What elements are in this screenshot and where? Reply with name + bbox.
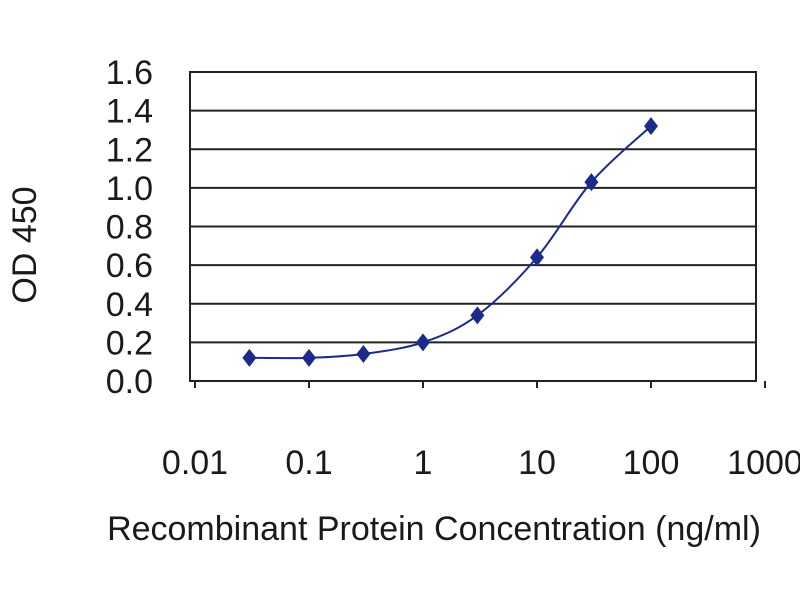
y-tick-label: 0.8 (106, 209, 153, 247)
y-tick-labels: 0.00.20.40.60.81.01.21.41.6 (106, 54, 153, 401)
x-tick-label: 100 (623, 444, 680, 482)
x-tick-marks (194, 381, 766, 388)
series-line (249, 125, 652, 360)
y-tick-label: 0.0 (106, 363, 153, 401)
x-tick-label: 10 (518, 444, 556, 482)
y-axis-title: OD 450 (6, 186, 44, 303)
y-tick-label: 0.2 (106, 324, 153, 362)
x-tick-label: 1 (414, 444, 433, 482)
y-tick-label: 1.4 (106, 93, 153, 131)
y-tick-label: 0.4 (106, 286, 153, 324)
data-point (302, 348, 316, 367)
x-axis-title: Recombinant Protein Concentration (ng/ml… (107, 510, 761, 548)
y-tick-label: 1.6 (106, 54, 153, 92)
y-tick-label: 1.2 (106, 131, 153, 169)
gridlines (190, 109, 756, 344)
data-point (584, 173, 599, 192)
x-tick-labels: 0.01 0.1 1 10 100 1000 (162, 444, 800, 482)
x-tick-label: 0.01 (162, 444, 228, 482)
data-point (644, 117, 658, 136)
series (242, 117, 658, 367)
data-point (242, 348, 257, 367)
data-point (416, 333, 430, 352)
y-tick-label: 1.0 (106, 170, 153, 208)
x-tick-label: 0.1 (285, 444, 332, 482)
y-tick-label: 0.6 (106, 247, 153, 285)
plot-area-frame (189, 71, 757, 382)
data-point (356, 344, 371, 363)
data-point (470, 306, 485, 325)
data-point (530, 248, 544, 267)
x-tick-label: 1000 (727, 444, 800, 482)
